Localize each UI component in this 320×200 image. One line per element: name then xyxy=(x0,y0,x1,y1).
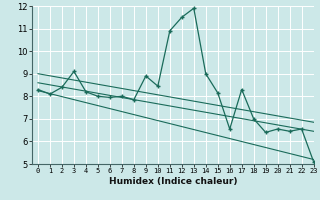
X-axis label: Humidex (Indice chaleur): Humidex (Indice chaleur) xyxy=(108,177,237,186)
